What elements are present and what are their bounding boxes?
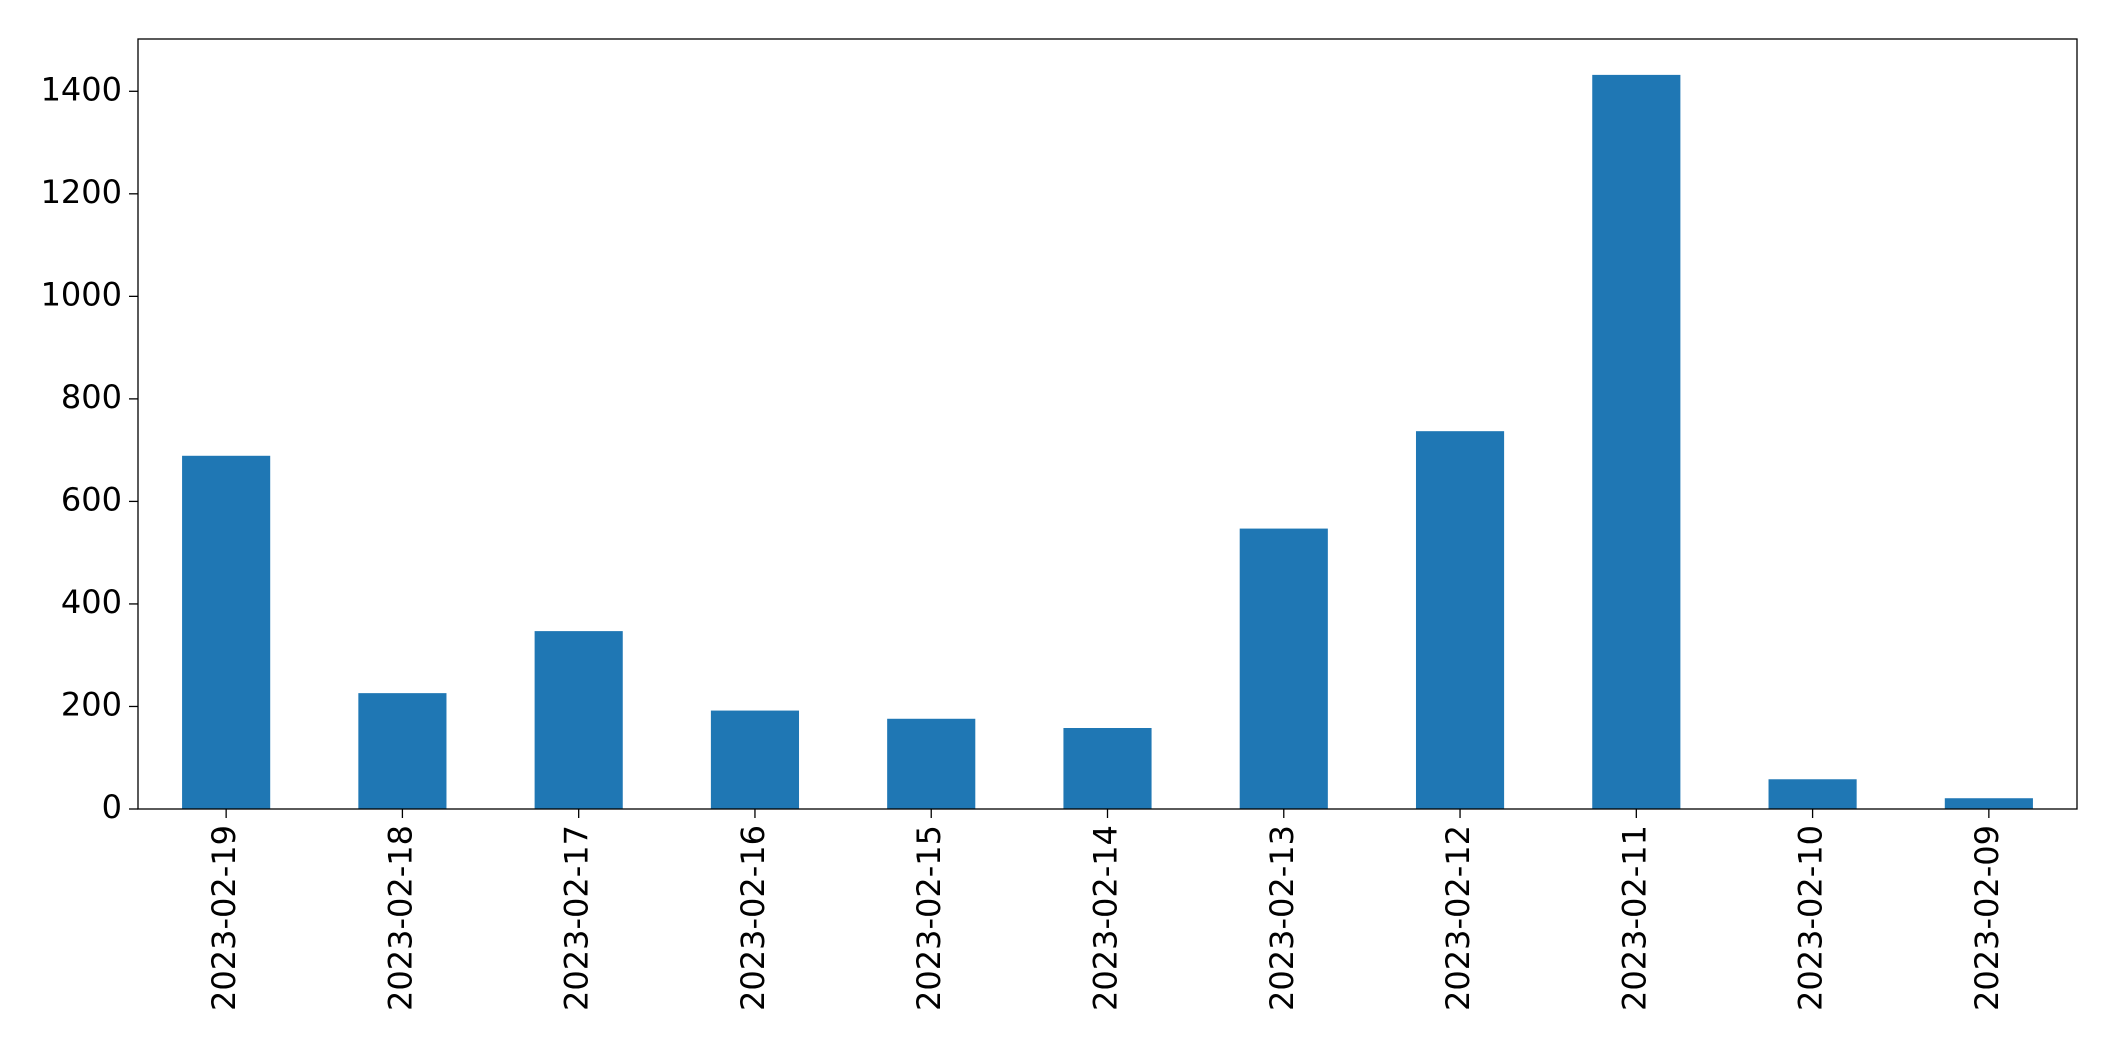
- y-tick-label: 400: [61, 583, 122, 621]
- y-tick-label: 800: [61, 378, 122, 416]
- x-tick-label: 2023-02-11: [1615, 825, 1653, 1011]
- x-tick-label: 2023-02-15: [910, 825, 948, 1011]
- x-tick-label: 2023-02-16: [734, 825, 772, 1011]
- y-tick-label: 1000: [41, 275, 122, 313]
- x-tick-label: 2023-02-14: [1087, 825, 1125, 1011]
- x-tick-label: 2023-02-17: [558, 825, 596, 1011]
- x-tick-label: 2023-02-10: [1792, 825, 1830, 1011]
- plot-frame: [137, 38, 2078, 810]
- x-tick-label: 2023-02-09: [1968, 825, 2006, 1011]
- y-tick-label: 200: [61, 685, 122, 723]
- bar: [1944, 798, 2033, 809]
- bar: [1239, 528, 1328, 809]
- y-tick-label: 1400: [41, 70, 122, 108]
- bar: [182, 455, 271, 809]
- x-tick-label: 2023-02-12: [1439, 825, 1477, 1011]
- x-tick-label: 2023-02-18: [381, 825, 419, 1011]
- y-tick-label: 0: [102, 788, 122, 826]
- bar: [887, 718, 976, 809]
- x-tick-label: 2023-02-13: [1263, 825, 1301, 1011]
- bar: [534, 631, 623, 809]
- bar: [710, 710, 800, 809]
- bar: [358, 693, 447, 809]
- bar: [1592, 74, 1681, 809]
- x-tick-label: 2023-02-19: [205, 825, 243, 1011]
- bar: [1768, 779, 1857, 809]
- y-tick-label: 1200: [41, 173, 122, 211]
- bar: [1063, 728, 1152, 809]
- y-tick-label: 600: [61, 480, 122, 518]
- bar: [1415, 431, 1505, 809]
